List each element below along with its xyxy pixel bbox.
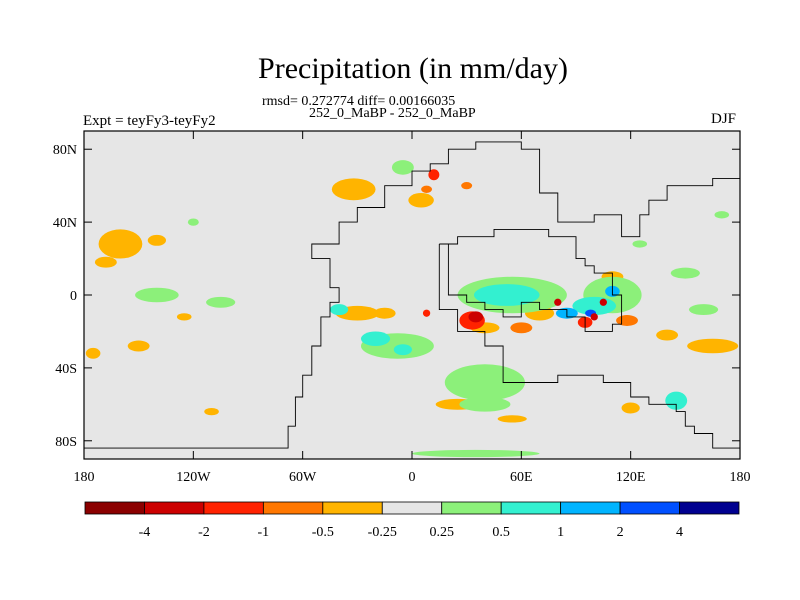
anomaly-patch-20 bbox=[468, 311, 484, 323]
colorbar-label-3: -0.5 bbox=[312, 525, 334, 540]
coastline-layer bbox=[84, 141, 740, 459]
colorbar-swatch-0 bbox=[84, 501, 145, 515]
y-tick-label-3: 40S bbox=[55, 362, 77, 377]
anomaly-patch-51 bbox=[590, 313, 598, 321]
anomaly-patch-48 bbox=[421, 185, 433, 193]
anomaly-patch-52 bbox=[599, 298, 607, 306]
coastline-2 bbox=[438, 244, 740, 449]
anomaly-patch-46 bbox=[393, 344, 412, 356]
anomaly-patch-29 bbox=[459, 397, 511, 412]
season-label: DJF bbox=[711, 111, 737, 127]
colorbar-swatch-1 bbox=[144, 501, 205, 515]
colorbar-swatch-7 bbox=[500, 501, 562, 515]
anomaly-patch-39 bbox=[391, 160, 414, 175]
colorbar-label-9: 4 bbox=[676, 525, 683, 540]
colorbar-label-8: 2 bbox=[617, 525, 624, 540]
anomaly-patch-32 bbox=[473, 284, 540, 306]
x-tick-label-4: 60E bbox=[510, 470, 533, 485]
anomaly-patch-22 bbox=[510, 322, 533, 334]
anomaly-patch-47 bbox=[428, 169, 440, 181]
x-tick-label-5: 120E bbox=[616, 470, 646, 485]
anomaly-patch-50 bbox=[422, 309, 431, 317]
colorbar-swatch-4 bbox=[322, 501, 383, 515]
anomaly-patch-4 bbox=[408, 192, 434, 208]
axis-ticks: 180 120W 60W 0 60E 120E 180 80N 40N 0 40S 80S bbox=[53, 131, 751, 485]
anomaly-patch-49 bbox=[461, 182, 473, 190]
y-tick-label-2: 0 bbox=[70, 289, 77, 304]
anomaly-patch-42 bbox=[187, 218, 199, 226]
y-tick-label-0: 80N bbox=[53, 143, 77, 158]
colorbar-swatch-6 bbox=[441, 501, 502, 515]
anomaly-patch-2 bbox=[147, 234, 166, 246]
anomaly-patch-53 bbox=[554, 298, 562, 306]
coastline-1 bbox=[84, 141, 740, 449]
anomaly-patch-8 bbox=[85, 347, 101, 359]
x-tick-label-3: 0 bbox=[409, 470, 416, 485]
x-tick-label-6: 180 bbox=[730, 470, 751, 485]
anomaly-patch-41 bbox=[688, 304, 719, 316]
anomaly-patch-1 bbox=[94, 256, 117, 268]
colorbar-label-1: -2 bbox=[198, 525, 210, 540]
run-label: 252_0_MaBP - 252_0_MaBP bbox=[309, 106, 476, 121]
chart-subtitle: rmsd= 0.272774 diff= 0.00166035 bbox=[262, 94, 456, 109]
colorbar-label-2: -1 bbox=[258, 525, 270, 540]
anomaly-patch-0 bbox=[98, 229, 143, 259]
colorbar-label-7: 1 bbox=[557, 525, 564, 540]
anomaly-patch-9 bbox=[687, 338, 739, 354]
anomaly-patch-16 bbox=[204, 407, 219, 416]
anomaly-patch-44 bbox=[632, 240, 648, 248]
anomaly-patch-6 bbox=[373, 307, 396, 319]
anomaly-patch-25 bbox=[206, 296, 236, 308]
colorbar-label-6: 0.5 bbox=[492, 525, 510, 540]
colorbar-label-5: 0.25 bbox=[429, 525, 454, 540]
y-tick-label-1: 40N bbox=[53, 216, 77, 231]
anomaly-patch-7 bbox=[127, 340, 150, 352]
anomaly-patch-28 bbox=[444, 364, 525, 401]
x-tick-label-2: 60W bbox=[289, 470, 317, 485]
colorbar-swatch-8 bbox=[560, 501, 621, 515]
anomaly-patch-18 bbox=[621, 402, 640, 414]
chart-title: Precipitation (in mm/day) bbox=[258, 52, 568, 85]
colorbar-swatch-9 bbox=[619, 501, 680, 515]
anomaly-patch-3 bbox=[331, 178, 376, 201]
x-tick-label-1: 120W bbox=[176, 470, 211, 485]
x-tick-label-0: 180 bbox=[74, 470, 95, 485]
anomaly-patch-27 bbox=[360, 331, 391, 347]
colorbar-swatch-10 bbox=[679, 501, 740, 515]
anomaly-patch-30 bbox=[412, 449, 540, 458]
anomaly-patch-40 bbox=[665, 391, 688, 410]
anomaly-patch-17 bbox=[176, 313, 192, 321]
y-tick-label-4: 80S bbox=[55, 435, 77, 450]
experiment-label: Expt = teyFy3-teyFy2 bbox=[83, 113, 216, 129]
colorbar-swatch-3 bbox=[262, 501, 324, 515]
colorbar-swatch-2 bbox=[203, 501, 264, 515]
anomaly-patch-13 bbox=[497, 415, 527, 423]
anomaly-patch-38 bbox=[670, 267, 700, 279]
anomaly-patch-24 bbox=[135, 287, 179, 303]
coastline-3 bbox=[439, 228, 623, 332]
colorbar-swatch-5 bbox=[381, 501, 443, 515]
anomaly-patch-10 bbox=[656, 329, 679, 341]
colorbar-label-0: -4 bbox=[139, 525, 151, 540]
anomaly-patch-43 bbox=[714, 211, 730, 219]
colorbar-label-4: -0.25 bbox=[368, 525, 397, 540]
anomaly-patch-45 bbox=[330, 304, 349, 316]
colorbar: -4 -2 -1 -0.5 -0.25 0.25 0.5 1 2 4 bbox=[84, 501, 740, 540]
